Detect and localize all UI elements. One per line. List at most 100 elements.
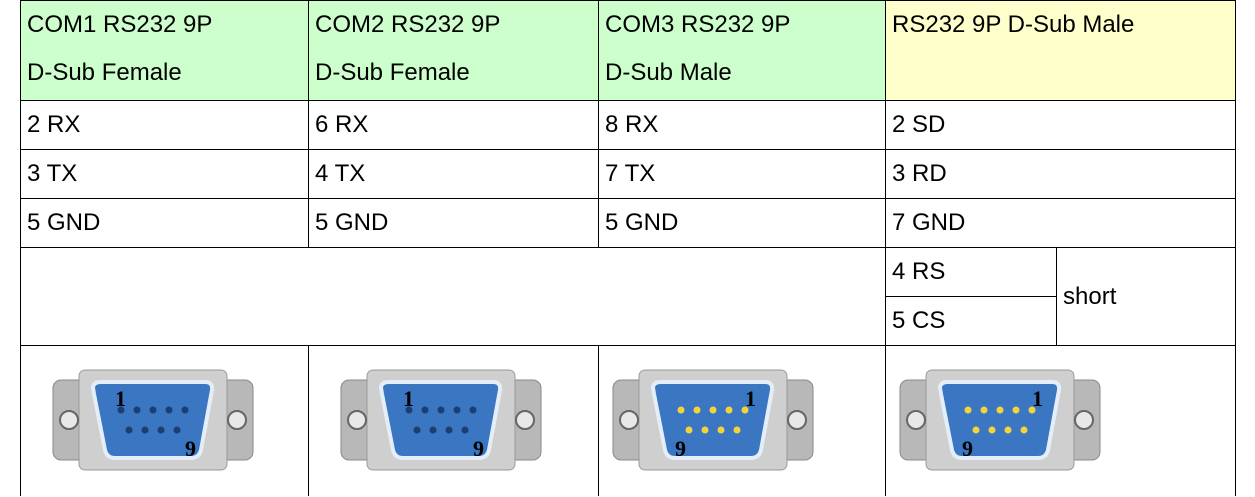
pin-cell: 8 RX — [598, 100, 886, 150]
pin — [677, 406, 685, 414]
connector-shell — [90, 380, 215, 460]
pin — [421, 406, 429, 414]
pin — [733, 426, 741, 434]
pin — [157, 426, 165, 434]
pin-cell: 2 RX — [20, 100, 309, 150]
connector-shell — [650, 380, 775, 460]
pin — [405, 406, 413, 414]
pin-cell: 7 TX — [598, 149, 886, 199]
header-cell: COM3 RS232 9P D-Sub Male — [598, 0, 886, 101]
pin — [1012, 406, 1020, 414]
handshake-pin: 4 RS — [885, 247, 1057, 297]
pin — [685, 426, 693, 434]
pinout-table: COM1 RS232 9P D-Sub Female COM2 RS232 9P D-… — [20, 0, 1236, 496]
connector-shell — [937, 380, 1062, 460]
connector-image: 19 — [340, 369, 542, 471]
connector-image: 19 — [52, 369, 254, 471]
pin-label: 9 — [675, 436, 686, 461]
pin-row: 5 GND 5 GND 5 GND 7 GND — [20, 198, 1236, 248]
connector-image: 19 — [899, 369, 1101, 471]
pin — [413, 426, 421, 434]
pin — [980, 406, 988, 414]
pin-label: 1 — [403, 386, 414, 411]
pin — [988, 426, 996, 434]
header-line: COM3 RS232 9P — [605, 11, 791, 38]
screw — [619, 410, 639, 430]
pin — [469, 406, 477, 414]
pin — [996, 406, 1004, 414]
screw — [59, 410, 79, 430]
pin — [693, 406, 701, 414]
screw — [515, 410, 535, 430]
pin-label: 1 — [745, 386, 756, 411]
pin-cell: 5 GND — [308, 198, 599, 248]
pin — [1028, 406, 1036, 414]
pin-cell: 5 GND — [598, 198, 886, 248]
pin — [141, 426, 149, 434]
header-line: D-Sub Male — [605, 59, 732, 86]
pin-cell: 3 RD — [885, 149, 1236, 199]
pin — [173, 426, 181, 434]
connector-image: 19 — [612, 369, 814, 471]
header-line: D-Sub Female — [27, 59, 182, 86]
screw — [1074, 410, 1094, 430]
screw — [906, 410, 926, 430]
pin-cell: 4 TX — [308, 149, 599, 199]
pin — [717, 426, 725, 434]
screw — [787, 410, 807, 430]
pin — [1020, 426, 1028, 434]
pin-label: 1 — [115, 386, 126, 411]
pin — [165, 406, 173, 414]
pin-cell: 7 GND — [885, 198, 1236, 248]
pin-label: 9 — [473, 436, 484, 461]
header-line: COM2 RS232 9P — [315, 11, 501, 38]
pin — [709, 406, 717, 414]
pin-label: 9 — [962, 436, 973, 461]
pin-label: 9 — [185, 436, 196, 461]
handshake-row: 5 CS — [21, 296, 1236, 346]
pin — [445, 426, 453, 434]
header-cell: COM1 RS232 9P D-Sub Female — [20, 0, 309, 101]
connector-shell — [378, 380, 503, 460]
pin-cell: 3 TX — [20, 149, 309, 199]
pin — [437, 406, 445, 414]
header-line: RS232 9P D-Sub Male — [892, 11, 1135, 38]
pin-row: 2 RX 6 RX 8 RX 2 SD — [20, 100, 1236, 150]
pin — [741, 406, 749, 414]
pin — [125, 426, 133, 434]
pin — [149, 406, 157, 414]
pin — [461, 426, 469, 434]
handshake-note: short — [1056, 247, 1236, 346]
pin — [429, 426, 437, 434]
pin — [117, 406, 125, 414]
pin — [972, 426, 980, 434]
pin-cell: 2 SD — [885, 100, 1236, 150]
header-cell: RS232 9P D-Sub Male — [885, 0, 1236, 101]
handshake-row: 4 RS short — [20, 247, 1236, 346]
pin-label: 1 — [1032, 386, 1043, 411]
pin-cell: 5 GND — [20, 198, 309, 248]
empty-cell — [20, 247, 886, 346]
pin — [453, 406, 461, 414]
header-row: COM1 RS232 9P D-Sub Female COM2 RS232 9P D-… — [20, 0, 1236, 101]
pin — [1004, 426, 1012, 434]
pin — [181, 406, 189, 414]
header-line: D-Sub Female — [315, 59, 470, 86]
pin — [725, 406, 733, 414]
screw — [227, 410, 247, 430]
handshake-pin: 5 CS — [885, 296, 1057, 346]
pin — [133, 406, 141, 414]
pin — [964, 406, 972, 414]
screw — [347, 410, 367, 430]
header-line: COM1 RS232 9P — [27, 11, 213, 38]
header-cell: COM2 RS232 9P D-Sub Female — [308, 0, 599, 101]
pin-row: 3 TX 4 TX 7 TX 3 RD — [20, 149, 1236, 199]
pin-cell: 6 RX — [308, 100, 599, 150]
pin — [701, 426, 709, 434]
